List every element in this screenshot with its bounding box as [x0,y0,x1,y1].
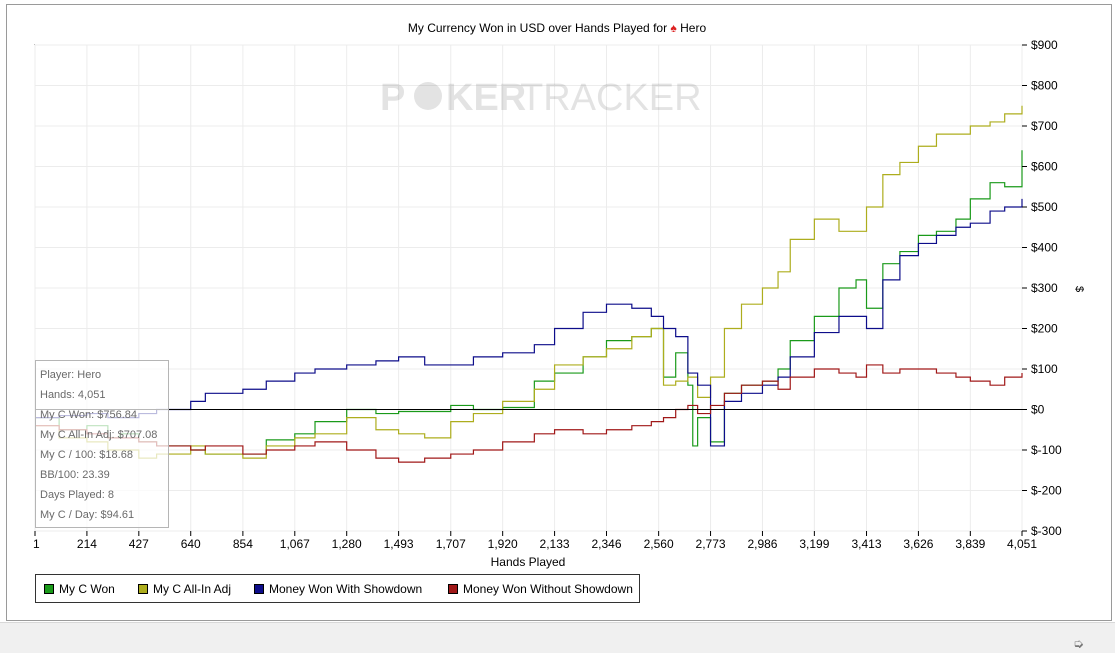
watermark-left: P [380,77,405,119]
watermark-mid: KER [446,77,526,119]
y-tick-label: $200 [1031,322,1058,336]
stat-per100: My C / 100: $18.68 [40,449,133,461]
y-tick-label: $600 [1031,160,1058,174]
y-tick-label: $-300 [1031,524,1062,538]
x-tick-label: 2,560 [644,537,674,551]
chart-legend: My C Won My C All-In Adj Money Won With … [35,574,640,603]
legend-swatch [138,584,148,594]
stat-allin: My C All-In Adj: $707.08 [40,429,158,441]
x-tick-label: 1 [33,537,40,551]
series-line-money-won-with-showdown [35,198,1023,447]
x-tick-label: 3,626 [903,537,933,551]
y-tick-label: $300 [1031,281,1058,295]
x-tick-label: 214 [77,537,97,551]
stat-days: Days Played: 8 [40,489,114,501]
y-tick-label: $-200 [1031,484,1062,498]
y-tick-label: $700 [1031,119,1058,133]
legend-label: My C All-In Adj [153,582,232,596]
spade-icon: ♠ [670,21,677,35]
x-tick-label: 3,413 [852,537,882,551]
y-axis-label: $ [1073,286,1085,292]
x-tick-label: 427 [129,537,149,551]
legend-item-my-c-won[interactable]: My C Won [44,582,115,596]
legend-label: My C Won [59,582,115,596]
x-tick-label: 2,346 [591,537,621,551]
x-tick-label: 3,839 [955,537,985,551]
watermark-right: TRACKER [520,77,702,119]
series-layer [35,105,1023,463]
status-strip [0,622,1115,653]
watermark-chip-icon [414,82,442,110]
chart-title: My Currency Won in USD over Hands Played… [408,21,707,35]
y-axis-ticks: $900 $800 $700 $600 $500 $400 $300 $200 $100 $0 $-… [1022,38,1062,538]
chart-title-player: Hero [680,21,706,35]
x-tick-label: 3,199 [799,537,829,551]
stat-player: Player: Hero [40,369,102,381]
y-tick-label: $900 [1031,38,1058,52]
legend-item-with-showdown[interactable]: Money Won With Showdown [254,582,422,596]
y-tick-label: $-100 [1031,443,1062,457]
x-tick-label: 640 [181,537,201,551]
export-icon[interactable]: ➭ [1073,636,1084,651]
legend-item-all-in-adj[interactable]: My C All-In Adj [138,582,231,596]
x-tick-label: 2,773 [696,537,726,551]
legend-label: Money Won With Showdown [269,582,423,596]
x-tick-label: 1,067 [280,537,310,551]
y-tick-label: $800 [1031,79,1058,93]
legend-swatch [254,584,264,594]
x-tick-label: 1,920 [488,537,518,551]
x-tick-label: 4,051 [1007,537,1037,551]
y-tick-label: $100 [1031,362,1058,376]
legend-item-without-showdown[interactable]: Money Won Without Showdown [448,582,633,596]
legend-label: Money Won Without Showdown [463,582,633,596]
series-line-my-c-all-in-adj [35,105,1023,459]
y-tick-label: $500 [1031,200,1058,214]
stat-won: My C Won: $756.84 [40,409,138,421]
chart-title-prefix: My Currency Won in USD over Hands Played… [408,21,671,35]
x-tick-label: 854 [233,537,253,551]
stat-bb100: BB/100: 23.39 [40,469,110,481]
series-line-money-won-without-showdown [35,364,1023,463]
y-tick-label: $0 [1031,403,1045,417]
legend-swatch [448,584,458,594]
x-tick-label: 2,133 [540,537,570,551]
stat-perday: My C / Day: $94.61 [40,509,135,521]
x-tick-label: 1,280 [332,537,362,551]
y-tick-label: $400 [1031,241,1058,255]
stat-hands: Hands: 4,051 [40,389,106,401]
player-stats-box: Player: Hero Hands: 4,051 My C Won: $756… [35,360,169,528]
legend-swatch [44,584,54,594]
x-tick-label: 1,707 [436,537,466,551]
x-tick-label: 1,493 [384,537,414,551]
x-tick-label: 2,986 [747,537,777,551]
x-axis-label: Hands Played [491,555,566,569]
watermark-logo: P KER TRACKER [380,77,702,119]
x-axis-ticks: 1 214 427 640 854 1,067 1,280 1,493 1,707 1,920 2,… [33,531,1037,551]
